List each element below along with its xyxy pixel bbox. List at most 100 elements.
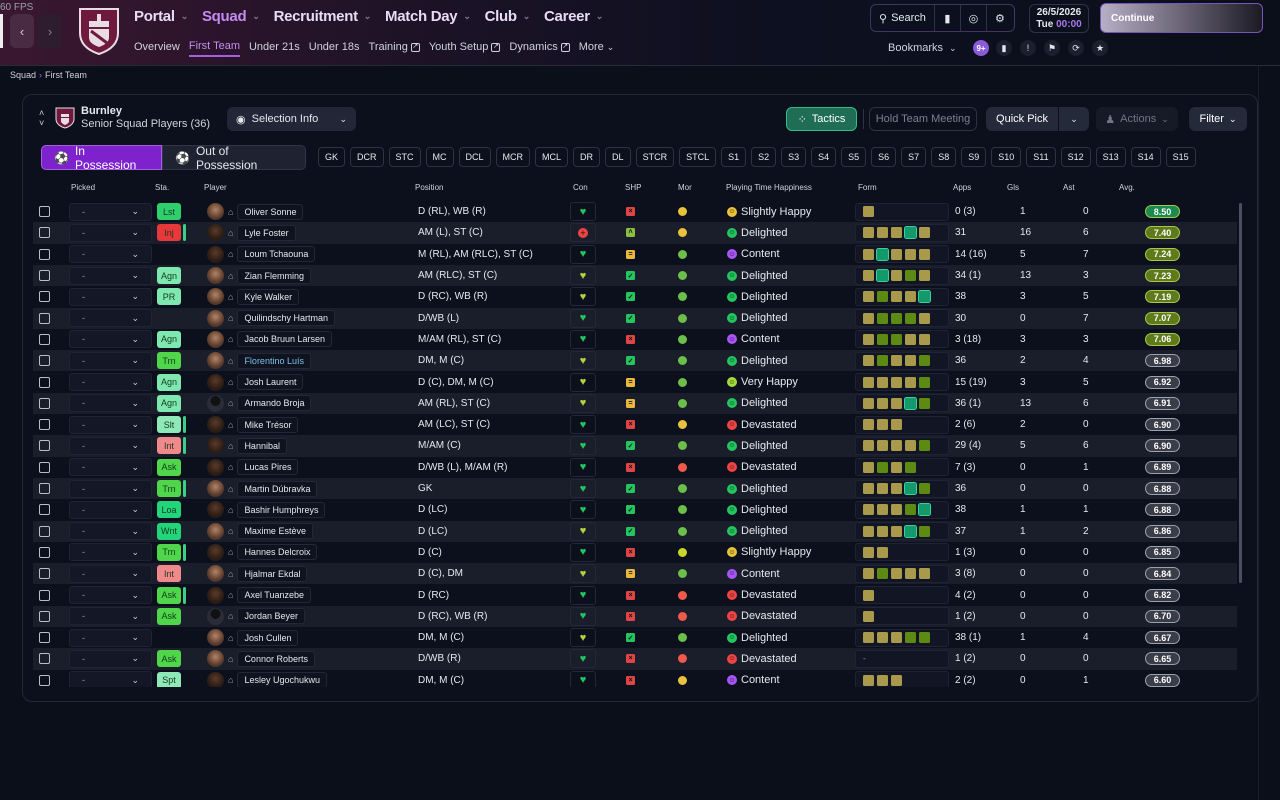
- position-button-s11[interactable]: S11: [1026, 147, 1056, 167]
- player-name[interactable]: Lyle Foster: [237, 224, 296, 241]
- select-checkbox[interactable]: [39, 376, 50, 388]
- player-name[interactable]: Jordan Beyer: [237, 608, 305, 625]
- picked-dropdown[interactable]: - ⌄: [69, 564, 152, 583]
- position-button-s5[interactable]: S5: [841, 147, 867, 167]
- table-row[interactable]: - ⌄ ⌂ Quilindschy Hartman D/WB (L) ♥ ✓ ☺ Delight…: [33, 307, 1237, 329]
- select-checkbox[interactable]: [39, 397, 50, 409]
- status-badge[interactable]: Spt: [157, 671, 181, 687]
- picked-dropdown[interactable]: - ⌄: [69, 309, 152, 328]
- forward-button[interactable]: ›: [38, 14, 62, 48]
- picked-dropdown[interactable]: - ⌄: [69, 628, 152, 647]
- status-badge[interactable]: Agn: [157, 373, 181, 391]
- player-name[interactable]: Loum Tchaouna: [237, 246, 316, 263]
- player-name[interactable]: Josh Laurent: [237, 374, 304, 391]
- sort-toggle[interactable]: ˄ ˅: [39, 108, 49, 128]
- select-checkbox[interactable]: [39, 461, 50, 473]
- position-button-dcl[interactable]: DCL: [458, 147, 491, 167]
- position-button-s7[interactable]: S7: [901, 147, 927, 167]
- status-badge[interactable]: Trn: [157, 352, 181, 370]
- select-checkbox[interactable]: [39, 248, 50, 260]
- search-button[interactable]: ⚲ Search: [871, 5, 935, 31]
- subnav-under-21s[interactable]: Under 21s: [249, 40, 300, 57]
- select-checkbox[interactable]: [39, 610, 50, 622]
- player-name[interactable]: Josh Cullen: [237, 629, 299, 646]
- subnav-dynamics[interactable]: Dynamics ↗: [509, 40, 570, 57]
- picked-dropdown[interactable]: - ⌄: [69, 543, 152, 562]
- position-button-s2[interactable]: S2: [751, 147, 777, 167]
- subnav-under-18s[interactable]: Under 18s: [309, 40, 360, 57]
- column-morale[interactable]: Mor: [678, 183, 692, 192]
- subnav-youth-setup[interactable]: Youth Setup ↗: [429, 40, 501, 57]
- subnav-overview[interactable]: Overview: [134, 40, 180, 57]
- position-button-stc[interactable]: STC: [388, 147, 421, 167]
- player-name[interactable]: Lucas Pires: [237, 459, 299, 476]
- player-name[interactable]: Axel Tuanzebe: [237, 587, 311, 604]
- player-name[interactable]: Kyle Walker: [237, 288, 300, 305]
- table-scrollbar[interactable]: [1239, 203, 1242, 583]
- table-row[interactable]: - ⌄ Agn ⌂ Armando Broja AM (RL), ST (C) ♥ = ☺ Del…: [33, 392, 1237, 414]
- status-badge[interactable]: Int: [157, 565, 181, 583]
- table-row[interactable]: - ⌄ Trn ⌂ Martin Dúbravka GK ♥ ✓ ☺ Delighted 36 0 0 6…: [33, 477, 1237, 500]
- select-checkbox[interactable]: [39, 674, 50, 686]
- select-checkbox[interactable]: [39, 419, 50, 431]
- scouting-button[interactable]: ⚑: [1044, 40, 1060, 56]
- position-button-s13[interactable]: S13: [1095, 147, 1126, 167]
- position-button-s12[interactable]: S12: [1060, 147, 1091, 167]
- status-badge[interactable]: PR: [157, 288, 181, 306]
- column-picked[interactable]: Picked: [71, 183, 96, 192]
- status-badge[interactable]: Loa: [157, 501, 181, 519]
- column-apps[interactable]: Apps: [953, 183, 972, 192]
- picked-dropdown[interactable]: - ⌄: [69, 586, 152, 605]
- quick-pick-dropdown[interactable]: ⌄: [1059, 107, 1089, 131]
- position-button-s15[interactable]: S15: [1165, 147, 1196, 167]
- column-player[interactable]: Player: [204, 183, 227, 192]
- status-badge[interactable]: Ask: [157, 586, 181, 604]
- status-badge[interactable]: Slt: [157, 416, 181, 434]
- table-row[interactable]: - ⌄ Trn ⌂ Florentino Luís DM, M (C) ♥ ✓ ☺ Delight…: [33, 350, 1237, 372]
- table-row[interactable]: - ⌄ Slt ⌂ Mike Trésor AM (LC), ST (C) ♥ × ☺ Devas…: [33, 414, 1237, 435]
- actions-dropdown[interactable]: ♟ Actions ⌄: [1096, 107, 1178, 131]
- status-badge[interactable]: Agn: [157, 394, 181, 412]
- table-row[interactable]: - ⌄ Ask ⌂ Jordan Beyer D (RC), WB (R) ♥ × ☺ Devas…: [33, 605, 1237, 627]
- status-badge[interactable]: Agn: [157, 330, 181, 348]
- kit-button[interactable]: ▮: [996, 40, 1012, 56]
- bookmark-button[interactable]: ▮: [935, 5, 961, 31]
- table-row[interactable]: - ⌄ Agn ⌂ Zian Flemming AM (RLC), ST (C) ♥ ✓ ☺ De…: [33, 264, 1237, 287]
- status-badge[interactable]: Wnt: [157, 522, 181, 540]
- position-button-s8[interactable]: S8: [931, 147, 957, 167]
- nav-career[interactable]: Career ⌄: [544, 8, 603, 25]
- nav-recruitment[interactable]: Recruitment ⌄: [274, 8, 372, 25]
- selection-info-dropdown[interactable]: ◉ Selection Info ⌄: [227, 107, 356, 131]
- status-badge[interactable]: Lst: [157, 203, 181, 221]
- player-name[interactable]: Zian Flemming: [237, 267, 311, 284]
- refresh-button[interactable]: ⟳: [1068, 40, 1084, 56]
- nav-match-day[interactable]: Match Day ⌄: [385, 8, 471, 25]
- hold-team-meeting-button[interactable]: Hold Team Meeting: [869, 107, 977, 131]
- player-name[interactable]: Mike Trésor: [237, 416, 299, 433]
- tactics-button[interactable]: ⁘ Tactics: [786, 107, 857, 131]
- select-checkbox[interactable]: [39, 333, 50, 345]
- player-name[interactable]: Lesley Ugochukwu: [237, 672, 327, 687]
- column-position[interactable]: Position: [415, 183, 444, 192]
- position-button-s6[interactable]: S6: [871, 147, 897, 167]
- club-crest-icon[interactable]: [78, 7, 120, 55]
- position-button-mcl[interactable]: MCL: [535, 147, 569, 167]
- status-badge[interactable]: Trn: [157, 480, 181, 498]
- select-checkbox[interactable]: [39, 270, 50, 282]
- select-checkbox[interactable]: [39, 504, 50, 516]
- picked-dropdown[interactable]: - ⌄: [69, 245, 152, 264]
- picked-dropdown[interactable]: - ⌄: [69, 436, 152, 455]
- table-row[interactable]: - ⌄ Ask ⌂ Lucas Pires D/WB (L), M/AM (R) ♥ × ☺ De…: [33, 457, 1237, 478]
- picked-dropdown[interactable]: - ⌄: [69, 202, 152, 221]
- status-badge[interactable]: Int: [157, 437, 181, 455]
- nav-portal[interactable]: Portal ⌄: [134, 8, 188, 25]
- column-condition[interactable]: Con: [573, 183, 588, 192]
- select-checkbox[interactable]: [39, 355, 50, 367]
- position-button-stcl[interactable]: STCL: [679, 147, 717, 167]
- back-button[interactable]: ‹: [10, 14, 34, 48]
- inbox-button[interactable]: 9+: [973, 40, 989, 56]
- globe-button[interactable]: ◎: [961, 5, 987, 31]
- select-checkbox[interactable]: [39, 227, 50, 239]
- column-goals[interactable]: Gls: [1007, 183, 1019, 192]
- player-name[interactable]: Hjalmar Ekdal: [237, 565, 308, 582]
